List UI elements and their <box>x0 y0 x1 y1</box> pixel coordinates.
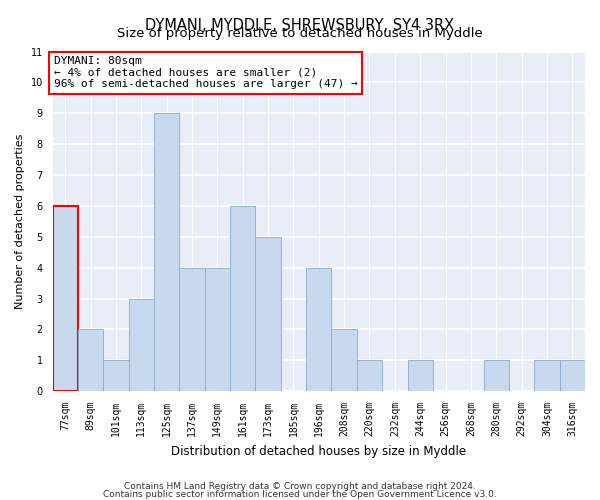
Bar <box>484 360 509 391</box>
Bar <box>407 360 433 391</box>
Text: Contains public sector information licensed under the Open Government Licence v3: Contains public sector information licen… <box>103 490 497 499</box>
Bar <box>53 206 78 391</box>
X-axis label: Distribution of detached houses by size in Myddle: Distribution of detached houses by size … <box>171 444 466 458</box>
Bar <box>534 360 560 391</box>
Bar <box>154 114 179 391</box>
Bar <box>179 268 205 391</box>
Bar <box>103 360 128 391</box>
Bar <box>128 298 154 391</box>
Bar <box>560 360 585 391</box>
Text: Contains HM Land Registry data © Crown copyright and database right 2024.: Contains HM Land Registry data © Crown c… <box>124 482 476 491</box>
Bar <box>78 330 103 391</box>
Bar <box>331 330 357 391</box>
Bar <box>256 237 281 391</box>
Text: Size of property relative to detached houses in Myddle: Size of property relative to detached ho… <box>117 28 483 40</box>
Bar <box>230 206 256 391</box>
Text: DYMANI, MYDDLE, SHREWSBURY, SY4 3RX: DYMANI, MYDDLE, SHREWSBURY, SY4 3RX <box>145 18 455 32</box>
Bar <box>306 268 331 391</box>
Bar <box>357 360 382 391</box>
Text: DYMANI: 80sqm
← 4% of detached houses are smaller (2)
96% of semi-detached house: DYMANI: 80sqm ← 4% of detached houses ar… <box>54 56 358 90</box>
Y-axis label: Number of detached properties: Number of detached properties <box>15 134 25 309</box>
Bar <box>205 268 230 391</box>
